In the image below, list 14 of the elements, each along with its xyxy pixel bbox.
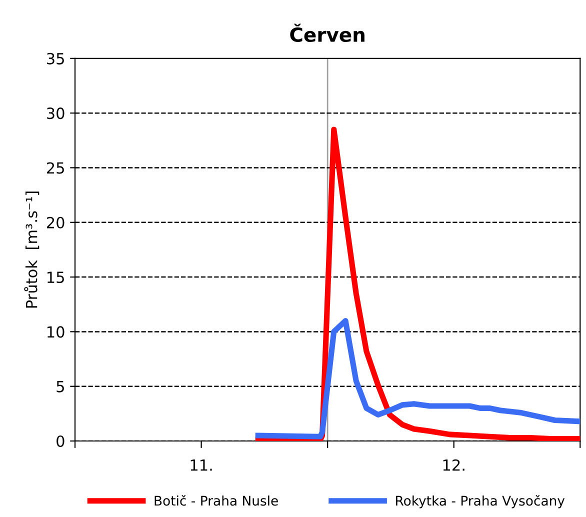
y-tick-label: 10 (48, 326, 64, 338)
chart-title: Červen (290, 24, 364, 42)
y-axis-title: Průtok [m³.s⁻¹] (24, 192, 40, 308)
x-tick-label: 11. (190, 460, 212, 471)
legend-label: Botič - Praha Nusle (154, 494, 278, 506)
y-tick-label: 15 (48, 272, 64, 284)
x-tick-label: 12. (443, 459, 464, 471)
y-tick-label: 35 (47, 52, 64, 64)
y-tick-label: 0 (56, 435, 64, 448)
y-tick-label: 5 (56, 381, 64, 392)
y-tick-label: 25 (46, 162, 64, 174)
legend-label: Rokytka - Praha Vysočany (396, 494, 565, 508)
y-tick-label: 20 (46, 216, 64, 228)
y-tick-label: 30 (47, 108, 64, 120)
